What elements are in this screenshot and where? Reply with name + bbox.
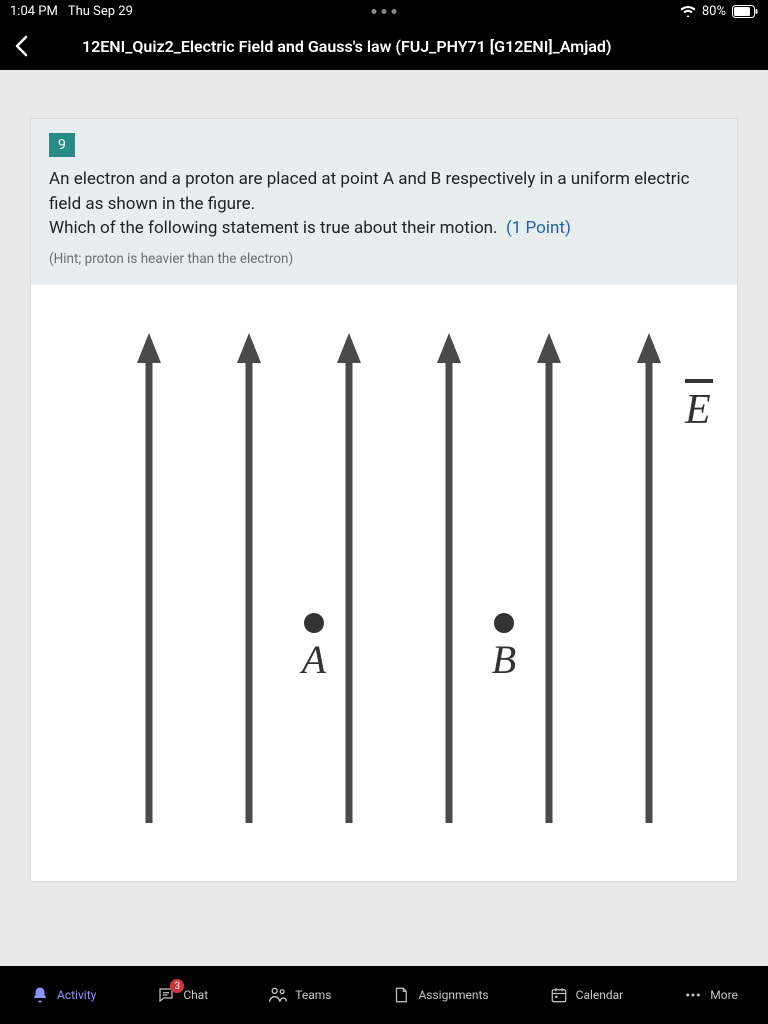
nav-chat[interactable]: 3 Chat xyxy=(156,985,208,1005)
status-bar: 1:04 PM Thu Sep 29 80% xyxy=(0,0,768,22)
teams-icon xyxy=(268,985,288,1005)
nav-label: Assignments xyxy=(418,988,488,1002)
back-button[interactable] xyxy=(14,35,42,57)
more-icon xyxy=(683,985,703,1005)
nav-assignments[interactable]: Assignments xyxy=(391,985,488,1005)
bottom-nav: Activity 3 Chat Teams Assignments Calend… xyxy=(0,966,768,1024)
wifi-icon xyxy=(680,5,696,17)
bell-icon xyxy=(30,985,50,1005)
nav-label: More xyxy=(710,988,738,1002)
assignments-icon xyxy=(391,985,411,1005)
page-content: 9 An electron and a proton are placed at… xyxy=(0,70,768,966)
svg-text:B: B xyxy=(492,637,516,682)
chat-icon: 3 xyxy=(156,985,176,1005)
question-points: (1 Point) xyxy=(506,218,571,238)
nav-label: Activity xyxy=(57,988,96,1002)
figure-container: E A B xyxy=(31,285,737,881)
question-body-1: An electron and a proton are placed at p… xyxy=(49,169,690,214)
question-text: An electron and a proton are placed at p… xyxy=(49,167,719,241)
question-hint: (Hint; proton is heavier than the electr… xyxy=(49,251,719,267)
question-number: 9 xyxy=(49,133,75,157)
nav-teams[interactable]: Teams xyxy=(268,985,331,1005)
pill-dots xyxy=(372,9,397,14)
status-date: Thu Sep 29 xyxy=(68,4,133,19)
svg-text:E: E xyxy=(684,387,711,433)
nav-label: Calendar xyxy=(576,988,624,1002)
chat-badge: 3 xyxy=(170,979,184,993)
calendar-icon xyxy=(549,985,569,1005)
question-card: 9 An electron and a proton are placed at… xyxy=(30,118,738,882)
question-body-2: Which of the following statement is true… xyxy=(49,218,498,238)
status-time: 1:04 PM xyxy=(10,4,58,19)
nav-calendar[interactable]: Calendar xyxy=(549,985,624,1005)
svg-text:A: A xyxy=(299,637,327,682)
nav-label: Teams xyxy=(295,988,331,1002)
nav-more[interactable]: More xyxy=(683,985,738,1005)
nav-activity[interactable]: Activity xyxy=(30,985,96,1005)
nav-label: Chat xyxy=(183,988,208,1002)
battery-pct: 80% xyxy=(702,4,726,19)
question-header: 9 An electron and a proton are placed at… xyxy=(31,119,737,285)
page-title: 12ENI_Quiz2_Electric Field and Gauss's l… xyxy=(42,37,754,56)
battery-icon xyxy=(732,5,758,18)
electric-field-figure: E A B xyxy=(49,303,719,863)
app-header: 12ENI_Quiz2_Electric Field and Gauss's l… xyxy=(0,22,768,70)
